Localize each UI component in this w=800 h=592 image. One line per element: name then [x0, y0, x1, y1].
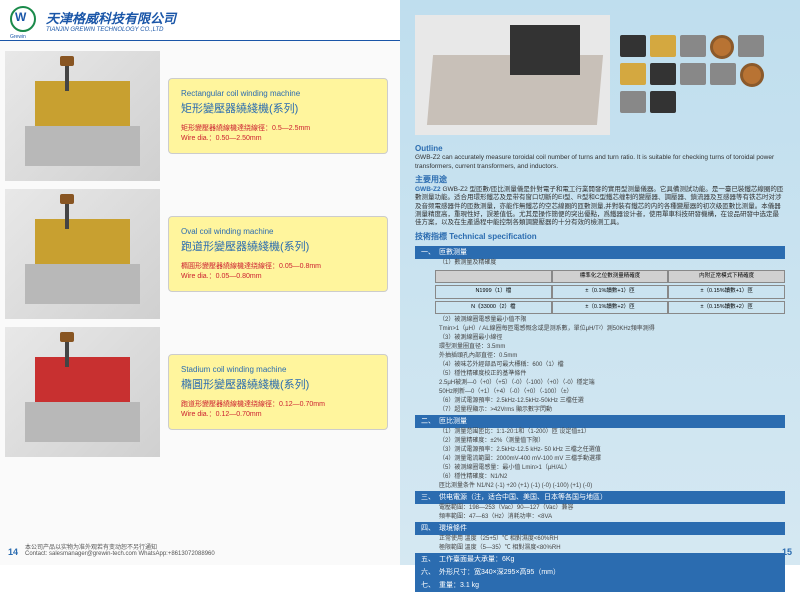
page-number: 14: [8, 547, 18, 557]
spec-section-header: 四、環境條件: [415, 522, 785, 535]
usage-label: 主要用途: [415, 175, 785, 185]
page-header: W Grewin 天津格威科技有限公司 TIANJIN GREWIN TECHN…: [0, 0, 400, 41]
product-card: Oval coil winding machine 跑道形變壓器繞綫機(系列) …: [168, 216, 388, 293]
spec-detail: 正常使用 溫度（25+5）℃ 相對濕度<60%RH 極限範圍 溫度（5—35）℃…: [415, 535, 785, 553]
product-spec: Wire dia.：0.05—0.80mm: [181, 272, 375, 282]
product-row: Stadium coil winding machine 橢圓形變壓器繞綫機(系…: [5, 327, 395, 457]
product-image: [5, 327, 160, 457]
right-page: Outline GWB-Z2 can accurately measure to…: [400, 0, 800, 565]
product-card: Rectangular coil winding machine 矩形變壓器繞綫…: [168, 78, 388, 155]
product-list: Rectangular coil winding machine 矩形變壓器繞綫…: [0, 41, 400, 470]
spec-section-header: 五、工作臺面最大承量：6Kg: [415, 553, 785, 566]
spec-detail: （1）數测量及精確度: [415, 259, 785, 268]
product-title-en: Stadium coil winding machine: [181, 365, 375, 374]
footnote: 本公司产品以实物为准外观若有变动恕不另行通知 Contact: salesman…: [25, 542, 215, 557]
spec-title: 技術指標 Technical specification: [415, 232, 785, 242]
spec-detail: （2）被测線圈電感量最小值不限 Tmin>1（μH）/ AL線圈每匝電感慨念或是…: [415, 316, 785, 415]
product-spec: Wire dia.：0.12—0.70mm: [181, 410, 375, 420]
company-logo: W Grewin: [10, 6, 40, 34]
page-number: 15: [782, 547, 792, 557]
product-spec: 跑道形變壓器繞線機達绕線徑：0.12—0.70mm: [181, 400, 375, 410]
product-row: Oval coil winding machine 跑道形變壓器繞綫機(系列) …: [5, 189, 395, 319]
usage-text: GWB-Z2 GWB-Z2 型匝數/匝比测量儀是針對電子和電工行業開發的實用型测…: [415, 186, 785, 228]
product-title-cn: 矩形變壓器繞綫機(系列): [181, 100, 375, 116]
product-image: [5, 189, 160, 319]
outline-label: Outline: [415, 144, 785, 154]
sub-table-row: N《33000（2）檔±（0.1%讀數+2）匝±（0.15%讀數+2）匝: [435, 301, 785, 314]
device-area: [400, 0, 800, 140]
spec-section-header: 七、重量：3.1 kg: [415, 579, 785, 592]
product-title-cn: 跑道形變壓器繞綫機(系列): [181, 238, 375, 254]
spec-section-header: 一、匝數测量: [415, 246, 785, 259]
spec-section-header: 三、供电電源（注，适合中国、美国、日本等各国与地區）: [415, 491, 785, 504]
component-icons: [620, 15, 785, 135]
sub-table-row: N1999（1）檔±（0.1%讀數+1）匝±（0.15%讀數+1）匝: [435, 285, 785, 298]
product-title-cn: 橢圓形變壓器繞綫機(系列): [181, 376, 375, 392]
company-name-cn: 天津格威科技有限公司: [46, 8, 176, 27]
company-name-en: TIANJIN GREWIN TECHNOLOGY CO.,LTD: [46, 27, 176, 33]
product-row: Rectangular coil winding machine 矩形變壓器繞綫…: [5, 51, 395, 181]
product-spec: Wire dia.：0.50—2.50mm: [181, 134, 375, 144]
spec-section-header: 二、匝比测量: [415, 415, 785, 428]
spec-table: 一、匝數测量 （1）數测量及精確度 標準化之位數测量精確度 内附正常模式下精確度…: [415, 246, 785, 592]
spec-detail: （1）测量范围匝比：1:1-20:1和（1-200）匝 设定值±1） （2）测量…: [415, 428, 785, 491]
device-image: [415, 15, 610, 135]
product-title-en: Rectangular coil winding machine: [181, 89, 375, 98]
product-image: [5, 51, 160, 181]
product-title-en: Oval coil winding machine: [181, 227, 375, 236]
spec-detail: 電壓範圍：198—253（Vac）90—127（Vac）兼容 頻率範圍：47—6…: [415, 504, 785, 522]
product-card: Stadium coil winding machine 橢圓形變壓器繞綫機(系…: [168, 354, 388, 431]
spec-section-header: 六、外形尺寸：宽340×深295×高95（mm）: [415, 566, 785, 579]
product-spec: 橢圓形變壓器繞線機達绕線徑：0.05—0.8mm: [181, 262, 375, 272]
product-spec: 矩形變壓器繞線機達绕線徑：0.5—2.5mm: [181, 124, 375, 134]
sub-table-header: 標準化之位數测量精確度 内附正常模式下精確度: [435, 270, 785, 283]
outline-text: GWB-Z2 can accurately measure toroidal c…: [415, 154, 785, 171]
left-page: W Grewin 天津格威科技有限公司 TIANJIN GREWIN TECHN…: [0, 0, 400, 565]
content-area: Outline GWB-Z2 can accurately measure to…: [400, 144, 800, 592]
company-name-block: 天津格威科技有限公司 TIANJIN GREWIN TECHNOLOGY CO.…: [46, 8, 176, 33]
